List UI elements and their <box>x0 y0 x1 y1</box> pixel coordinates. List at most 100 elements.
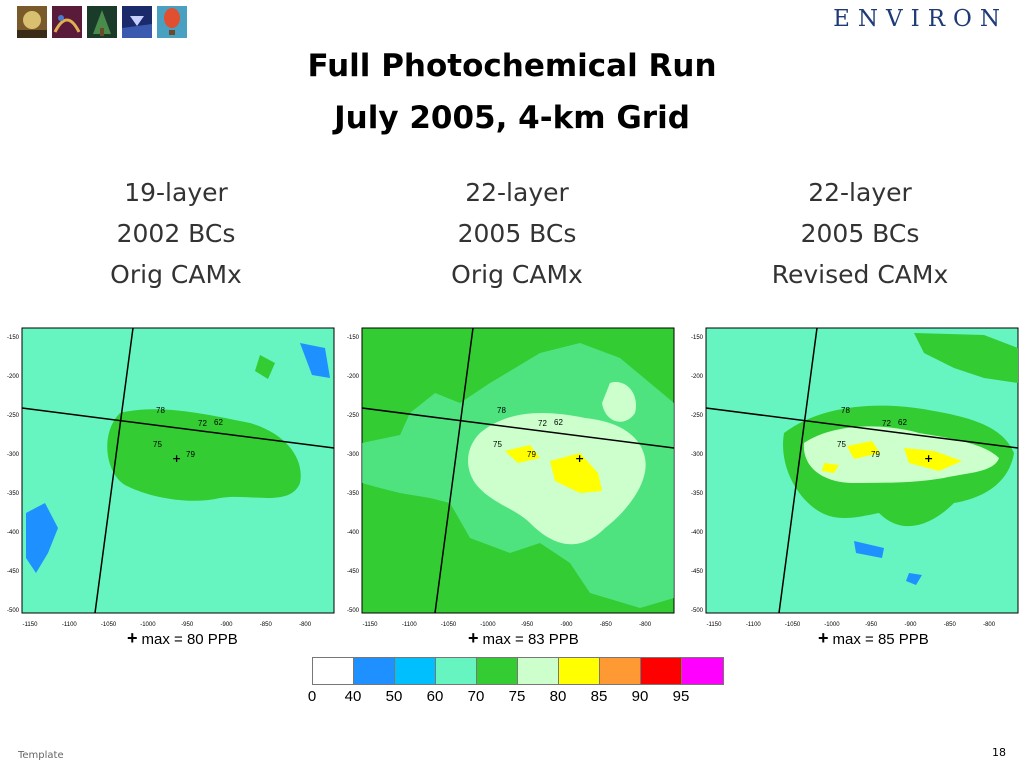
x-tick-label: -950 <box>181 622 194 628</box>
site-value: 72 <box>538 419 547 428</box>
y-tick-label: -200 <box>7 374 20 380</box>
x-tick-label: -950 <box>521 622 534 628</box>
x-tick-label: -1000 <box>480 622 496 628</box>
y-tick-label: -150 <box>691 335 704 341</box>
site-value: 78 <box>841 406 850 415</box>
y-tick-label: -300 <box>691 452 704 458</box>
colorbar-swatch <box>600 658 641 684</box>
y-tick-label: -400 <box>691 530 704 536</box>
panel-title-3: 22-layer 2005 BCs Revised CAMx <box>710 172 1010 295</box>
x-tick-label: -900 <box>904 622 917 628</box>
photo-thumbnail-5 <box>157 6 187 38</box>
x-tick-label: -950 <box>865 622 878 628</box>
panel-title-model: Orig CAMx <box>451 260 583 289</box>
colorbar-label: 60 <box>426 688 444 705</box>
panel-title-1: 19-layer 2002 BCs Orig CAMx <box>26 172 326 295</box>
x-tick-label: -1100 <box>62 622 78 628</box>
colorbar-swatch <box>641 658 682 684</box>
x-tick-label: -850 <box>260 622 273 628</box>
colorbar-label: 70 <box>467 688 485 705</box>
site-value: 62 <box>554 418 563 427</box>
slide-title-line-1: Full Photochemical Run <box>307 48 717 84</box>
y-tick-label: -150 <box>7 335 20 341</box>
y-tick-label: -450 <box>347 569 360 575</box>
site-value: 75 <box>153 440 162 449</box>
y-tick-label: -150 <box>347 335 360 341</box>
y-tick-label: -500 <box>691 608 704 614</box>
y-tick-label: -300 <box>347 452 360 458</box>
panel-title-bcs: 2005 BCs <box>457 219 577 248</box>
site-value: 78 <box>497 406 506 415</box>
panel-title-layers: 22-layer <box>808 178 912 207</box>
panel-title-bcs: 2005 BCs <box>800 219 920 248</box>
ozone-map-3: 78 72 62 75 79 + -150 -200 -250 -300 -350 -40… <box>691 327 1019 628</box>
panel-title-2: 22-layer 2005 BCs Orig CAMx <box>367 172 667 295</box>
colorbar-swatch <box>477 658 518 684</box>
x-tick-label: -1100 <box>402 622 418 628</box>
panel-title-model: Revised CAMx <box>771 260 949 289</box>
colorbar-swatch <box>518 658 559 684</box>
colorbar-label: 75 <box>508 688 526 705</box>
colorbar-swatch <box>436 658 477 684</box>
site-value: 72 <box>882 419 891 428</box>
x-tick-label: -800 <box>299 622 312 628</box>
site-value: 79 <box>871 450 880 459</box>
x-tick-label: -900 <box>220 622 233 628</box>
photo-thumbnail-2 <box>52 6 82 38</box>
plus-icon: + <box>468 628 479 648</box>
x-tick-label: -1000 <box>824 622 840 628</box>
plus-icon: + <box>818 628 829 648</box>
site-value: 62 <box>214 418 223 427</box>
y-tick-label: -250 <box>347 413 360 419</box>
x-tick-label: -800 <box>639 622 652 628</box>
x-tick-label: -1100 <box>746 622 762 628</box>
y-tick-label: -400 <box>7 530 20 536</box>
colorbar-swatch <box>559 658 600 684</box>
site-value: 79 <box>527 450 536 459</box>
colorbar-label: 0 <box>307 688 317 705</box>
max-value: max = 83 PPB <box>482 631 579 648</box>
x-tick-label: -850 <box>600 622 613 628</box>
colorbar-label: 80 <box>549 688 567 705</box>
y-tick-label: -350 <box>7 491 20 497</box>
plus-icon: + <box>127 628 138 648</box>
ozone-map-1: 78 72 62 75 79 + -150 -200 -250 -300 -350 -40… <box>7 327 335 628</box>
site-value: 78 <box>156 406 165 415</box>
x-tick-label: -1050 <box>785 622 801 628</box>
colorbar-swatch <box>313 658 354 684</box>
slide-title-line-2: July 2005, 4-km Grid <box>334 100 690 136</box>
max-value: max = 80 PPB <box>141 631 238 648</box>
y-tick-label: -500 <box>347 608 360 614</box>
ozone-map-2: 78 72 62 75 79 + -150 -200 -250 -300 -350 -40… <box>347 327 675 628</box>
y-tick-label: -500 <box>7 608 20 614</box>
x-tick-label: -1150 <box>707 622 723 628</box>
y-tick-label: -250 <box>691 413 704 419</box>
site-value: 75 <box>493 440 502 449</box>
x-tick-label: -1050 <box>441 622 457 628</box>
colorbar-swatch <box>354 658 395 684</box>
x-tick-label: -1150 <box>363 622 379 628</box>
site-value: 75 <box>837 440 846 449</box>
colorbar-swatch <box>395 658 436 684</box>
y-tick-label: -300 <box>7 452 20 458</box>
colorbar-label: 90 <box>631 688 649 705</box>
panel-title-model: Orig CAMx <box>110 260 242 289</box>
max-marker: + <box>924 452 933 465</box>
x-tick-label: -1150 <box>23 622 39 628</box>
site-value: 72 <box>198 419 207 428</box>
x-tick-label: -900 <box>560 622 573 628</box>
y-tick-label: -350 <box>347 491 360 497</box>
photo-thumbnail-1 <box>17 6 47 38</box>
max-label-1: + max = 80 PPB <box>127 628 238 649</box>
max-label-3: + max = 85 PPB <box>818 628 929 649</box>
colorbar-label: 40 <box>344 688 362 705</box>
y-tick-label: -400 <box>347 530 360 536</box>
page-number: 18 <box>992 746 1006 759</box>
colorbar-label: 50 <box>385 688 403 705</box>
photo-thumbnail-4 <box>122 6 152 38</box>
x-tick-label: -1050 <box>101 622 117 628</box>
colorbar <box>312 657 724 685</box>
colorbar-swatch <box>682 658 723 684</box>
y-tick-label: -350 <box>691 491 704 497</box>
max-label-2: + max = 83 PPB <box>468 628 579 649</box>
